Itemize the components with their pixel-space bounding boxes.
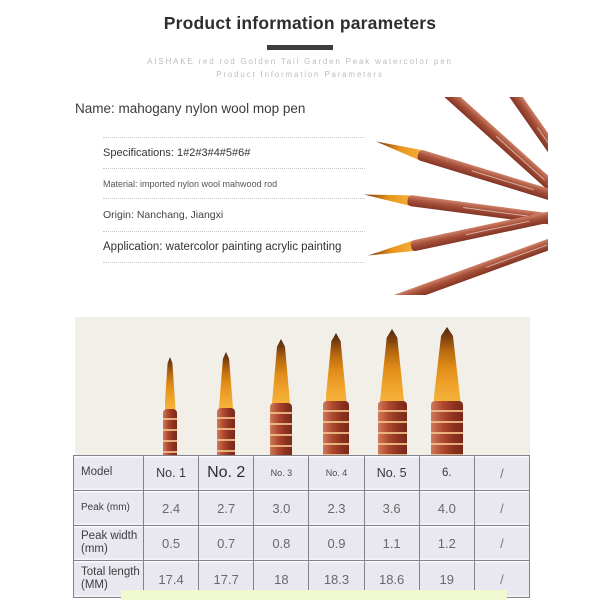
spec-list: Specifications: 1#2#3#4#5#6# Material: i… [103, 137, 365, 263]
table-cell: 0.5 [142, 525, 200, 561]
lineup-brush-no3 [265, 339, 297, 455]
page-title: Product information parameters [163, 13, 437, 33]
table-cell: No. 3 [253, 455, 310, 491]
table-cell: / [473, 490, 531, 526]
table-row-peak-width: Peak width (mm) 0.5 0.7 0.8 0.9 1.1 1.2 … [73, 525, 531, 561]
brush-bristle-tip [272, 339, 290, 403]
brush-fan-photo [362, 97, 548, 295]
lineup-brush-no6 [431, 327, 463, 455]
table-cell: 1.2 [418, 525, 475, 561]
table-cell: 3.0 [253, 490, 310, 526]
spec-item-origin: Origin: Nanchang, Jiangxi [103, 198, 365, 231]
brush-lineup-photo [75, 317, 530, 455]
table-cell: No. 4 [308, 455, 365, 491]
brush-handle [377, 401, 407, 455]
spec-item-material: Material: imported nylon wool mahwood ro… [103, 168, 365, 198]
brush-handle [431, 401, 463, 455]
brush-handle [163, 409, 177, 455]
subtitle-line-1: AISHAKE red rod Golden Tail Garden Peak … [147, 57, 453, 66]
table-row-label: Peak width (mm) [73, 525, 144, 561]
brush-handle [217, 408, 235, 455]
spec-item-application: Application: watercolor painting acrylic… [103, 231, 365, 263]
lineup-brush-no5 [376, 329, 408, 455]
table-cell: 2.3 [308, 490, 365, 526]
brush-handle [270, 403, 292, 455]
table-cell: 4.0 [418, 490, 475, 526]
product-name: Name: mahogany nylon wool mop pen [75, 101, 306, 116]
table-cell: 2.7 [198, 490, 255, 526]
table-row-label: Model [73, 455, 144, 491]
table-cell: 3.6 [363, 490, 420, 526]
table-row-peak: Peak (mm) 2.4 2.7 3.0 2.3 3.6 4.0 / [73, 490, 531, 526]
table-cell: No. 5 [363, 455, 420, 491]
brush-bristle-tip [164, 357, 176, 409]
brush-bristle-tip [367, 240, 415, 262]
lineup-brush-no2 [210, 352, 242, 455]
table-row-label: Total length (MM) [73, 560, 144, 598]
table-row-model: Model No. 1 No. 2 No. 3 No. 4 No. 5 6. / [73, 455, 531, 491]
table-cell: No. 1 [142, 455, 200, 491]
brush-bristle-tip [325, 333, 347, 401]
table-row-label: Peak (mm) [73, 490, 144, 526]
table-cell: 6. [418, 455, 475, 491]
brush-bristle-tip [374, 135, 422, 161]
table-cell: / [473, 525, 531, 561]
lineup-brush-no4 [320, 333, 352, 455]
brush-label-mark [485, 244, 548, 268]
table-cell: No. 2 [198, 455, 255, 491]
subtitle-line-2: Product Information Parameters [216, 70, 384, 79]
table-cell: 0.9 [308, 525, 365, 561]
brush-bristle-tip [433, 327, 461, 401]
yellow-highlight-strip [121, 590, 507, 600]
table-cell: / [473, 455, 531, 491]
table-cell: 0.8 [253, 525, 310, 561]
brush-bristle-tip [380, 329, 404, 401]
parameters-table: Model No. 1 No. 2 No. 3 No. 4 No. 5 6. /… [73, 455, 531, 598]
brush-bristle-tip [219, 352, 233, 408]
spec-item-specifications: Specifications: 1#2#3#4#5#6# [103, 137, 365, 168]
table-cell: 1.1 [363, 525, 420, 561]
table-cell: 0.7 [198, 525, 255, 561]
table-cell: 2.4 [142, 490, 200, 526]
lineup-brush-no1 [154, 357, 186, 455]
brush-handle [323, 401, 349, 455]
title-underline-bar [267, 45, 333, 50]
brush-bristle-tip [363, 188, 410, 207]
